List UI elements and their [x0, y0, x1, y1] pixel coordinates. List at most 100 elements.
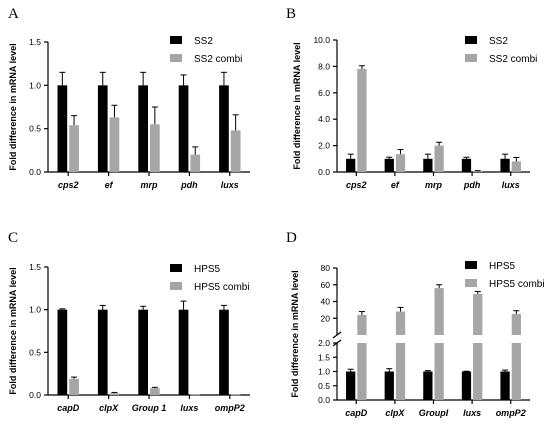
y-tick-label: 6.0 [318, 88, 330, 98]
panel-letter: A [8, 6, 19, 22]
x-tick-label: capD [345, 408, 368, 418]
y-axis-label: Fold difference in mRNA level [8, 43, 18, 170]
bar [97, 309, 108, 395]
y-tick-label: 4.0 [318, 114, 330, 124]
x-tick-label: mrp [140, 180, 158, 190]
x-tick-label: capD [57, 403, 80, 413]
legend-swatch [465, 279, 477, 287]
panel-d-chart: D Fold difference in mRNA level 0.0 0.5 1.0 1… [286, 230, 545, 418]
x-tick-label: clpX [385, 408, 405, 418]
y-tick-label: 60 [321, 280, 331, 290]
y-tick-label: 1.5 [29, 37, 41, 47]
x-tick-label: luxs [180, 403, 198, 413]
legend-label: SS2 [194, 36, 213, 47]
bar [500, 371, 510, 400]
legend-label: SS2 combi [489, 54, 537, 65]
x-tick-label: mrp [425, 180, 443, 190]
x-tick-label: ompP2 [496, 408, 526, 418]
y-tick-label: 2.0 [318, 141, 330, 151]
legend-swatch [170, 264, 182, 272]
panel-a-chart: A Fold difference in mRNA level 0.0 0.5 1.0 1… [8, 6, 250, 190]
legend-swatch [170, 54, 182, 62]
axis-break-mark [332, 331, 342, 339]
y-tick-label: 0.5 [318, 381, 330, 391]
bar [178, 85, 189, 172]
y-tick-label: 20 [321, 313, 331, 323]
bar [423, 158, 433, 172]
bar [473, 293, 483, 335]
bar [109, 117, 120, 172]
legend-swatch [465, 36, 477, 44]
x-tick-label: luxs [463, 408, 481, 418]
legend-label: HPS5 [489, 261, 516, 272]
legend-swatch [465, 54, 477, 62]
bar [511, 314, 521, 335]
bar [434, 288, 444, 335]
bar [384, 158, 394, 172]
y-tick-label: 40 [321, 297, 331, 307]
bar [138, 85, 148, 172]
y-tick-label: 1.0 [29, 80, 41, 90]
bar [461, 158, 472, 172]
y-tick-label: 0.0 [318, 395, 330, 405]
y-tick-label: 0.5 [29, 124, 41, 134]
bar [230, 394, 241, 396]
bar [178, 309, 189, 395]
y-tick-label: 1.0 [318, 367, 330, 377]
legend-label: SS2 combi [194, 54, 242, 65]
legend-label: HPS5 combi [194, 282, 250, 293]
bar [150, 388, 160, 395]
bar [473, 343, 483, 400]
y-tick-label: 8.0 [318, 61, 330, 71]
x-tick-label: cps2 [58, 180, 79, 190]
x-tick-label: cps2 [346, 180, 367, 190]
bar [434, 145, 444, 172]
bar [57, 85, 68, 172]
bar [434, 343, 444, 400]
y-tick-label: 10.0 [313, 35, 330, 45]
bar [395, 154, 406, 172]
bar [219, 309, 229, 395]
bar [357, 314, 367, 335]
bar [395, 311, 406, 335]
bar [511, 161, 521, 172]
x-tick-label: GroupI [419, 408, 449, 418]
x-tick-label: pdh [180, 180, 198, 190]
legend-swatch [170, 282, 182, 290]
bar [346, 158, 356, 172]
x-tick-label: ompP2 [215, 403, 245, 413]
y-axis-label: Fold difference in mRNA level [292, 42, 302, 169]
bar [346, 371, 356, 400]
legend-label: HPS5 [194, 264, 221, 275]
bar [500, 158, 510, 172]
bar [357, 343, 367, 400]
bar [138, 309, 148, 395]
bar [230, 130, 241, 172]
x-tick-label: clpX [99, 403, 119, 413]
panel-letter: C [8, 230, 18, 246]
bar [190, 154, 201, 172]
bar [109, 393, 120, 395]
y-tick-label: 80 [321, 263, 331, 273]
x-tick-label: pdh [463, 180, 481, 190]
y-axis-label: Fold difference in mRNA level [290, 270, 300, 397]
x-tick-label: ef [391, 180, 400, 190]
x-tick-label: luxs [221, 180, 239, 190]
y-tick-label: 2.0 [318, 338, 330, 348]
legend-swatch [465, 261, 477, 269]
bar [69, 125, 79, 172]
bar [473, 171, 483, 172]
bar [150, 124, 160, 172]
x-tick-label: Group 1 [132, 403, 167, 413]
legend-label: SS2 [489, 36, 508, 47]
bar [219, 85, 229, 172]
bar [97, 85, 108, 172]
bar [57, 309, 68, 395]
bar [190, 394, 201, 396]
panel-c-chart: C Fold difference in mRNA level 0.0 0.5 1.0 1… [8, 230, 250, 413]
bar [511, 343, 521, 400]
bar [395, 343, 406, 400]
bar [384, 371, 394, 400]
x-tick-label: ef [105, 180, 114, 190]
